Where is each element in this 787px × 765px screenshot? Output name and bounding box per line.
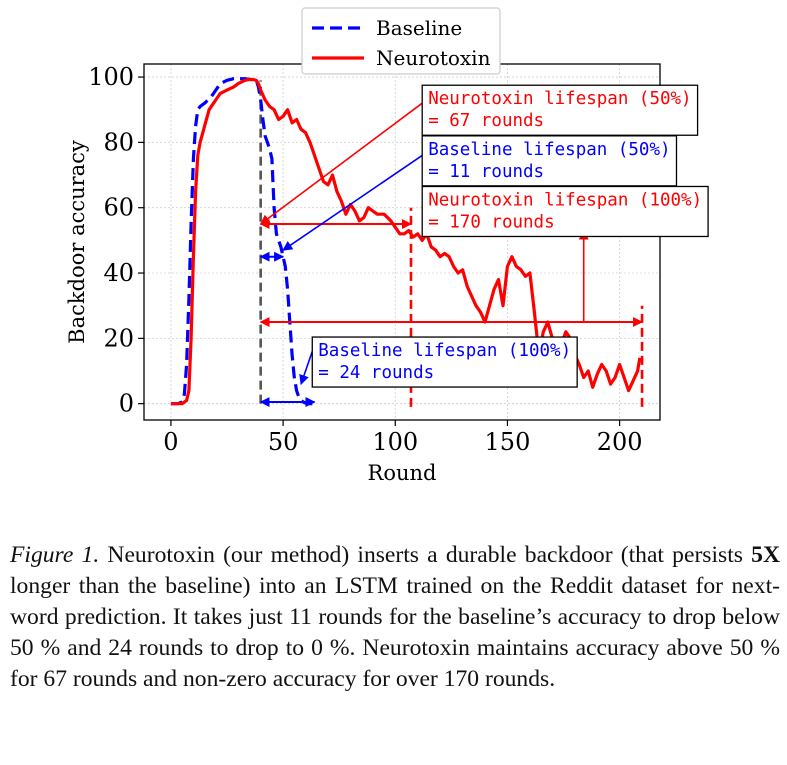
y-tick-label: 80 (103, 128, 134, 156)
annotation-text: = 11 rounds (428, 162, 544, 182)
annotation-text: Neurotoxin lifespan (100%) (428, 190, 702, 210)
y-tick-label: 0 (119, 390, 134, 418)
y-tick-label: 40 (103, 259, 134, 287)
legend-label-neurotoxin: Neurotoxin (376, 46, 491, 70)
annotation-box (421, 135, 678, 187)
caption-text-2: longer than the baseline) into an LSTM t… (10, 573, 780, 692)
x-tick-label: 100 (372, 428, 418, 456)
y-tick-label: 60 (103, 194, 134, 222)
series-line-baseline (170, 77, 313, 406)
annotation-arrow (299, 351, 314, 386)
annotations: Neurotoxin lifespan (50%) = 67 rounds Bas… (259, 84, 709, 388)
y-tick-label: 100 (88, 63, 134, 91)
legend: Baseline Neurotoxin (301, 7, 501, 75)
caption-text-1: Neurotoxin (our method) inserts a durabl… (99, 542, 752, 568)
axis-ticks: 0 50 100 150 200 0 20 40 60 80 100 (88, 63, 642, 456)
y-tick-label: 20 (103, 324, 134, 352)
x-tick-label: 0 (163, 428, 178, 456)
annotation-arrow (282, 154, 423, 251)
caption-label: Figure 1. (10, 542, 100, 568)
lifespan-arrows (259, 219, 644, 408)
annotation-text: Baseline lifespan (50%) (428, 140, 670, 160)
y-axis-label: Backdoor accuracy (65, 140, 89, 344)
annotation-text: Baseline lifespan (100%) (318, 341, 571, 361)
figure-caption: Figure 1. Neurotoxin (our method) insert… (10, 540, 780, 695)
legend-label-baseline: Baseline (376, 16, 462, 40)
caption-bold: 5X (751, 542, 780, 568)
annotation-text: = 24 rounds (318, 363, 434, 383)
annotation-box (421, 185, 709, 238)
x-tick-label: 200 (597, 428, 643, 456)
x-axis-label: Round (368, 461, 437, 485)
annotation-text: = 170 rounds (428, 212, 554, 232)
annotation-box (421, 84, 699, 136)
annotation-text: Neurotoxin lifespan (50%) (428, 89, 691, 109)
annotation-box (311, 336, 578, 388)
annotation-text: = 67 rounds (428, 111, 544, 131)
x-tick-label: 50 (268, 428, 299, 456)
backdoor-accuracy-chart: 0 50 100 150 200 0 20 40 60 80 100 Round Backdoor … (65, 7, 709, 485)
x-tick-label: 150 (485, 428, 531, 456)
annotation-arrow (259, 102, 423, 225)
